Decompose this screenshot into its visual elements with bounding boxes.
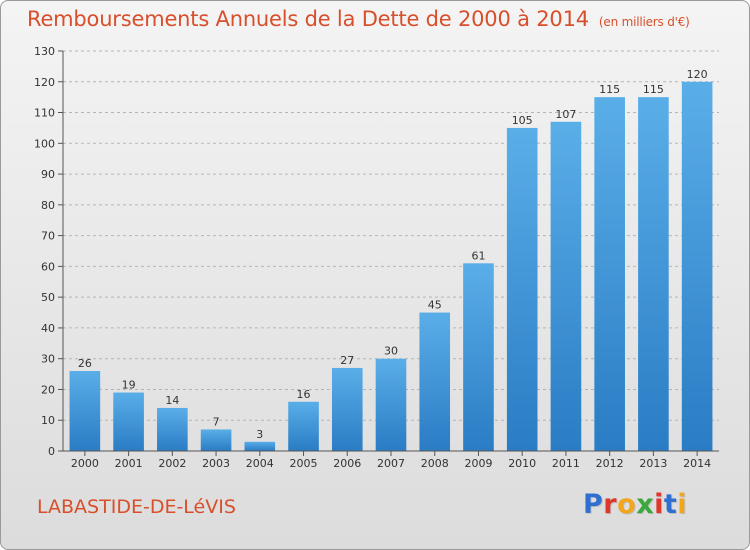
bar	[288, 401, 319, 451]
bar	[113, 392, 144, 451]
bar-value-label: 120	[687, 68, 708, 81]
logo-letter: x	[636, 489, 655, 520]
bar	[375, 358, 407, 451]
bar	[594, 97, 625, 452]
bar-value-label: 105	[512, 114, 533, 127]
proxiti-logo: Proxiti	[583, 489, 687, 520]
commune-name: LABASTIDE-DE-LéVIS	[37, 496, 236, 518]
logo-letter: r	[603, 489, 618, 520]
bar-value-label: 19	[122, 379, 136, 392]
bar-value-label: 26	[78, 357, 92, 370]
bar	[69, 371, 101, 451]
y-tick-label: 110	[34, 107, 55, 120]
x-tick-label: 2005	[290, 457, 318, 470]
x-tick-label: 2010	[508, 457, 536, 470]
bar-value-label: 14	[165, 394, 179, 407]
logo-letter: i	[677, 489, 688, 520]
y-tick-label: 40	[41, 322, 55, 335]
y-tick-label: 90	[41, 168, 55, 181]
x-tick-label: 2012	[596, 457, 624, 470]
data-labels: 26 19 14 7 3 16 27 30 45 61 105 107 115 115 120	[78, 68, 708, 441]
bar	[157, 407, 188, 451]
bar-value-label: 27	[340, 354, 354, 367]
chart-title: Remboursements Annuels de la Dette de 20…	[27, 7, 690, 31]
y-tick-label: 20	[41, 383, 55, 396]
bar	[331, 367, 363, 451]
x-tick-label: 2011	[552, 457, 580, 470]
y-tick-label: 70	[41, 230, 55, 243]
bar-value-label: 16	[297, 388, 311, 401]
y-tick-label: 60	[41, 260, 55, 273]
bar	[200, 429, 232, 451]
bar-value-label: 115	[643, 83, 664, 96]
bar-value-label: 115	[599, 83, 620, 96]
bar-value-label: 107	[555, 108, 576, 121]
chart-subtitle: (en milliers d'€)	[598, 15, 690, 29]
x-tick-label: 2008	[421, 457, 449, 470]
bar-value-label: 61	[471, 249, 485, 262]
logo-letter: P	[583, 489, 604, 520]
x-tick-label: 2000	[71, 457, 99, 470]
chart-title-text: Remboursements Annuels de la Dette de 20…	[27, 7, 589, 31]
logo-letter: i	[654, 489, 664, 520]
x-tick-label: 2007	[377, 457, 405, 470]
bar	[463, 263, 494, 451]
y-tick-label: 0	[48, 445, 55, 458]
y-tick-label: 30	[41, 353, 55, 366]
bars	[69, 81, 713, 452]
logo-letter: o	[617, 489, 637, 520]
bar-value-label: 45	[428, 299, 442, 312]
y-tick-label: 130	[34, 45, 55, 58]
bar	[681, 81, 713, 452]
bar	[638, 97, 669, 452]
bar-value-label: 3	[256, 428, 263, 441]
y-tick-label: 80	[41, 199, 55, 212]
logo-letter: t	[663, 489, 678, 520]
y-tick-label: 120	[34, 76, 55, 89]
x-tick-label: 2002	[158, 457, 186, 470]
bar-value-label: 30	[384, 345, 398, 358]
x-tick-label: 2009	[464, 457, 492, 470]
x-tick-label: 2001	[115, 457, 143, 470]
x-tick-label: 2013	[639, 457, 667, 470]
bar	[506, 127, 538, 451]
x-tick-label: 2003	[202, 457, 230, 470]
y-tick-label: 100	[34, 137, 55, 150]
x-tick-label: 2006	[333, 457, 361, 470]
x-tick-label: 2014	[683, 457, 711, 470]
bar	[419, 312, 451, 451]
y-tick-label: 50	[41, 291, 55, 304]
x-tick-label: 2004	[246, 457, 274, 470]
y-tick-label: 10	[41, 414, 55, 427]
bar-value-label: 7	[213, 415, 220, 428]
axes: 0 10 20 30 40 50 60 70 80 90 100 110 120 130 2000 2001 2…	[34, 45, 719, 470]
bar	[550, 121, 582, 452]
bar	[244, 441, 276, 451]
